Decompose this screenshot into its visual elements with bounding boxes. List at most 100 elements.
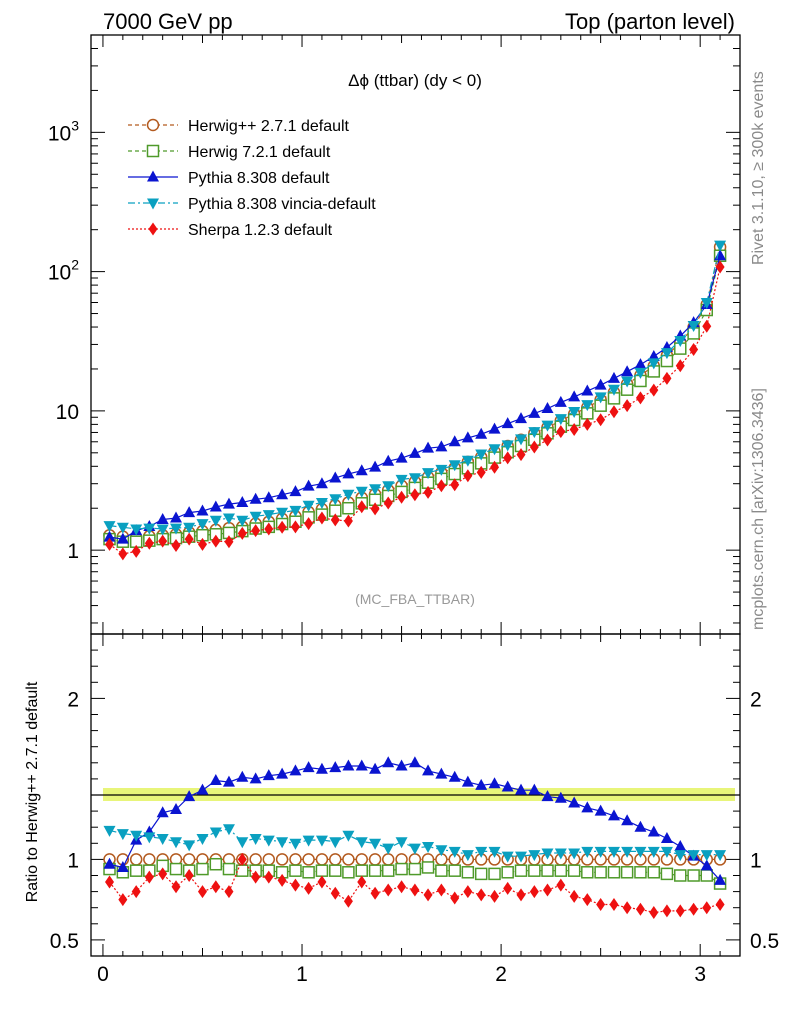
main-data-point [329, 494, 342, 506]
main-data-point [116, 522, 129, 534]
ratio-data-point [129, 864, 143, 877]
mcplots-info: mcplots.cern.ch [arXiv:1306.3436] [750, 388, 767, 630]
legend-marker [146, 144, 160, 158]
ratio-data-point [395, 759, 408, 771]
ratio-data-point [329, 853, 342, 866]
ratio-data-point [556, 878, 566, 892]
ratio-data-point [249, 853, 262, 866]
main-data-point [276, 507, 289, 519]
main-data-point [408, 473, 421, 485]
main-data-point [103, 530, 116, 542]
ratio-data-point [211, 880, 221, 894]
main-data-point [607, 384, 620, 396]
main-data-point [330, 513, 340, 527]
main-data-point [355, 464, 368, 476]
ratio-plot-panel: Ratio to Herwig++ 2.7.1 default 0 1 2 30.5 0… [24, 633, 779, 986]
main-data-point [448, 435, 461, 447]
ratio-data-point [475, 846, 488, 858]
ratio-data-point [156, 806, 169, 818]
ratio-data-point [675, 904, 685, 918]
ratio-data-point [395, 837, 408, 849]
ratio-data-point [343, 894, 353, 908]
legend: Herwig++ 2.7.1 default Herwig 7.2.1 defau… [128, 118, 376, 239]
main-data-point [554, 395, 567, 407]
ratio-data-point [714, 873, 727, 885]
ratio-data-point [262, 835, 275, 847]
ratio-data-point [528, 850, 541, 862]
ratio-data-point [528, 864, 541, 877]
main-data-point [302, 479, 315, 491]
ratio-series-5 [105, 852, 725, 920]
main-data-point [290, 520, 300, 534]
ratio-data-point [355, 853, 368, 866]
ratio-data-point [674, 840, 687, 852]
main-data-point [342, 489, 355, 501]
ratio-data-point [422, 764, 435, 776]
ratio-data-point [170, 802, 183, 814]
main-data-point [251, 524, 261, 538]
main-data-point [621, 376, 634, 388]
ratio-data-point [196, 833, 209, 845]
main-data-point [171, 538, 181, 552]
legend-marker [148, 222, 158, 236]
main-data-point [222, 497, 235, 509]
main-data-point [156, 524, 169, 536]
ratio-data-point [647, 866, 661, 879]
ratio-data-point [436, 883, 446, 897]
ratio-data-point [330, 886, 340, 900]
ratio-data-point [342, 759, 355, 771]
main-data-point [621, 365, 634, 377]
main-data-point [289, 485, 302, 497]
main-data-point [463, 469, 473, 483]
ratio-data-point [594, 846, 607, 858]
main-data-point [209, 500, 222, 512]
ratio-series-3 [103, 756, 727, 885]
ratio-data-point [689, 902, 699, 916]
main-data-point [634, 367, 647, 379]
main-data-point [262, 491, 275, 503]
main-data-point [304, 517, 314, 531]
ratio-data-point [131, 885, 141, 899]
ratio-data-point [568, 848, 581, 860]
main-data-point [581, 384, 594, 396]
ratio-data-point [357, 875, 367, 889]
main-data-point [236, 495, 249, 507]
main-data-point [277, 520, 287, 534]
ratio-data-point [410, 883, 420, 897]
ratio-data-point [435, 845, 448, 857]
ratio-data-point [501, 851, 514, 863]
ratio-data-point [315, 864, 329, 877]
ratio-data-point [395, 862, 408, 876]
ratio-data-point [169, 862, 183, 876]
ratio-data-point [355, 864, 368, 877]
y-tick-label: 2 [750, 688, 762, 711]
legend-entry: Herwig 7.2.1 default [128, 144, 331, 161]
ratio-data-point [435, 864, 448, 877]
main-data-point [211, 534, 221, 548]
main-data-point [674, 336, 687, 348]
ratio-data-point [448, 864, 461, 877]
ratio-data-point [105, 875, 115, 889]
ratio-data-point [476, 888, 486, 902]
main-data-point [515, 434, 528, 446]
main-data-point [395, 474, 408, 486]
ratio-data-point [222, 862, 236, 876]
main-data-point [662, 371, 672, 385]
main-data-point [276, 488, 289, 500]
main-data-point [357, 500, 367, 514]
ratio-data-point [607, 846, 620, 858]
main-data-point [410, 488, 420, 502]
legend-marker [147, 198, 159, 210]
ratio-data-point [197, 885, 207, 899]
ratio-data-point [461, 775, 474, 787]
ratio-data-point [370, 886, 380, 900]
main-data-point [714, 240, 727, 252]
main-data-point [249, 511, 262, 523]
main-data-point [184, 532, 194, 546]
ratio-data-point [423, 888, 433, 902]
main-data-point [315, 497, 328, 509]
ratio-data-point [249, 833, 262, 845]
ratio-data-point [262, 769, 275, 781]
main-data-point [542, 433, 552, 447]
y-tick-label: 1 [67, 540, 79, 563]
